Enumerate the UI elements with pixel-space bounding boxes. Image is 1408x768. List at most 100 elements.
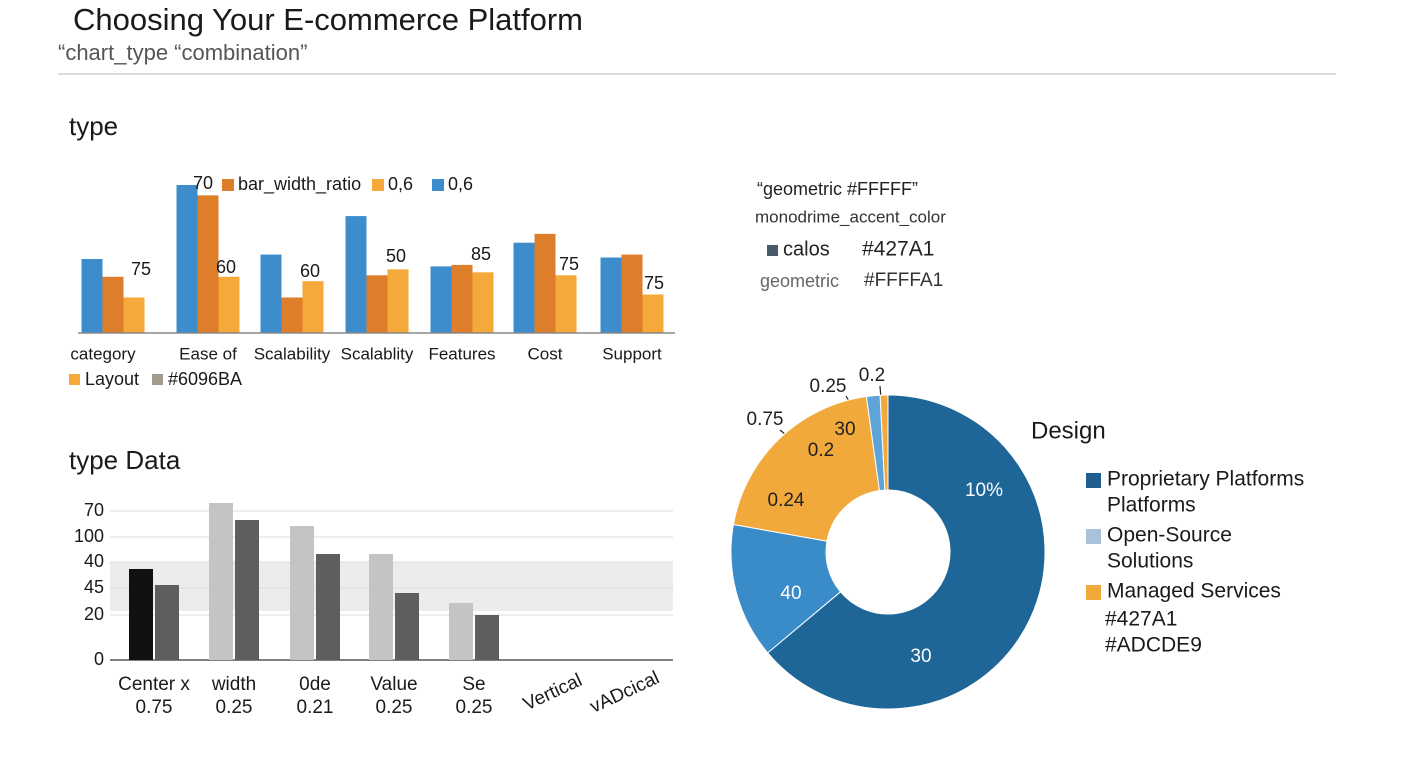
- annotation: 75: [644, 273, 664, 293]
- annotation: 0.24: [768, 490, 805, 511]
- x-tick-sublabel: 0.25: [376, 697, 413, 718]
- bar: [449, 603, 473, 660]
- annotation: 75: [559, 254, 579, 274]
- x-tick-label: Center x: [118, 674, 190, 695]
- annotation: 50: [386, 246, 406, 266]
- bar: [395, 593, 419, 660]
- bar: [513, 242, 535, 333]
- annotation: 60: [216, 257, 236, 277]
- bar: [176, 185, 198, 333]
- legend-label: bar_width_ratio: [238, 174, 361, 195]
- legend-label: 0,6: [388, 174, 413, 194]
- note-text: geometric: [760, 271, 839, 291]
- annotation: 0.2: [808, 440, 834, 461]
- y-tick-label: 0: [94, 649, 104, 669]
- x-tick-sublabel: 0.25: [456, 697, 493, 718]
- annotation: 10%: [965, 480, 1003, 501]
- page-title: Choosing Your E-commerce Platform: [73, 2, 583, 37]
- x-tick-label: Scalablity: [341, 344, 414, 363]
- annotation: 30: [910, 646, 931, 667]
- chart-title: type Data: [69, 445, 181, 475]
- bar: [387, 269, 409, 333]
- bar: [302, 281, 324, 333]
- y-tick-label: 40: [84, 551, 104, 571]
- legend-swatch: [152, 374, 163, 385]
- legend-label: Managed Services: [1107, 580, 1281, 603]
- bar: [155, 585, 179, 660]
- bar: [534, 233, 556, 333]
- bar: [235, 520, 259, 660]
- bar: [316, 554, 340, 660]
- note-swatch: [767, 245, 778, 256]
- bar: [345, 216, 367, 333]
- bar: [81, 259, 103, 333]
- y-tick-label: 45: [84, 577, 104, 597]
- legend-title: Design: [1031, 417, 1106, 444]
- x-tick-label: Support: [602, 344, 662, 363]
- annotation: 75: [131, 259, 151, 279]
- legend-note: #ADCDE9: [1105, 634, 1202, 657]
- bar: [209, 503, 233, 660]
- legend-note: #427A1: [1105, 608, 1177, 631]
- bar: [600, 257, 622, 333]
- donut-slice: [730, 523, 842, 654]
- legend-swatch: [1086, 473, 1101, 488]
- legend-label: Open-Source: [1107, 524, 1232, 547]
- chart-title: type: [69, 111, 118, 141]
- note-text: #427A1: [862, 238, 934, 261]
- note-text: #FFFFA1: [864, 270, 943, 291]
- bar: [555, 275, 577, 333]
- bar: [366, 275, 388, 333]
- x-tick-label: 0de: [299, 674, 331, 695]
- annotation: 60: [300, 261, 320, 281]
- annotation: 70: [193, 173, 213, 193]
- y-tick-label: 100: [74, 526, 104, 546]
- annotation: 0.25: [810, 376, 847, 397]
- x-tick-label: category: [70, 344, 136, 363]
- x-tick-label: Scalability: [254, 344, 331, 363]
- legend-label: Platforms: [1107, 494, 1196, 517]
- annotation: 0.75: [747, 409, 784, 430]
- x-tick-label: Cost: [528, 344, 563, 363]
- bar: [621, 254, 643, 333]
- bar: [281, 297, 303, 333]
- annotation: 30: [834, 419, 855, 440]
- y-tick-label: 70: [84, 500, 104, 520]
- legend-label: Proprietary Platforms: [1107, 468, 1304, 491]
- x-tick-label: Features: [428, 344, 495, 363]
- x-tick-label: width: [211, 674, 256, 695]
- x-tick-label: Ease of: [179, 344, 237, 363]
- legend-label: #6096BA: [168, 369, 242, 389]
- legend-label: Layout: [85, 369, 139, 389]
- note-text: “geometric #FFFFF”: [757, 179, 918, 199]
- x-tick-label: Vertical: [520, 670, 585, 715]
- bar: [218, 276, 240, 333]
- bar: [430, 266, 452, 333]
- legend-label: Solutions: [1107, 550, 1193, 573]
- x-tick-sublabel: 0.25: [216, 697, 253, 718]
- x-tick-sublabel: 0.75: [136, 697, 173, 718]
- donut-slice: [879, 394, 889, 491]
- bar: [369, 554, 393, 660]
- legend-swatch: [1086, 585, 1101, 600]
- bar: [123, 297, 145, 333]
- note-text: calos: [783, 238, 830, 260]
- donut-slice: [766, 394, 1046, 710]
- legend-swatch: [222, 179, 234, 191]
- legend-swatch: [1086, 529, 1101, 544]
- bar: [472, 272, 494, 333]
- legend-label: 0,6: [448, 174, 473, 194]
- legend-swatch: [432, 179, 444, 191]
- annotation: 0.2: [859, 365, 885, 386]
- bar: [475, 615, 499, 660]
- x-tick-sublabel: 0.21: [297, 697, 334, 718]
- donut-slice: [732, 395, 881, 542]
- bar: [102, 276, 124, 333]
- legend-swatch: [372, 179, 384, 191]
- x-tick-label: Se: [462, 674, 485, 695]
- bar: [197, 195, 219, 333]
- annotation: 40: [780, 583, 801, 604]
- bar: [260, 254, 282, 333]
